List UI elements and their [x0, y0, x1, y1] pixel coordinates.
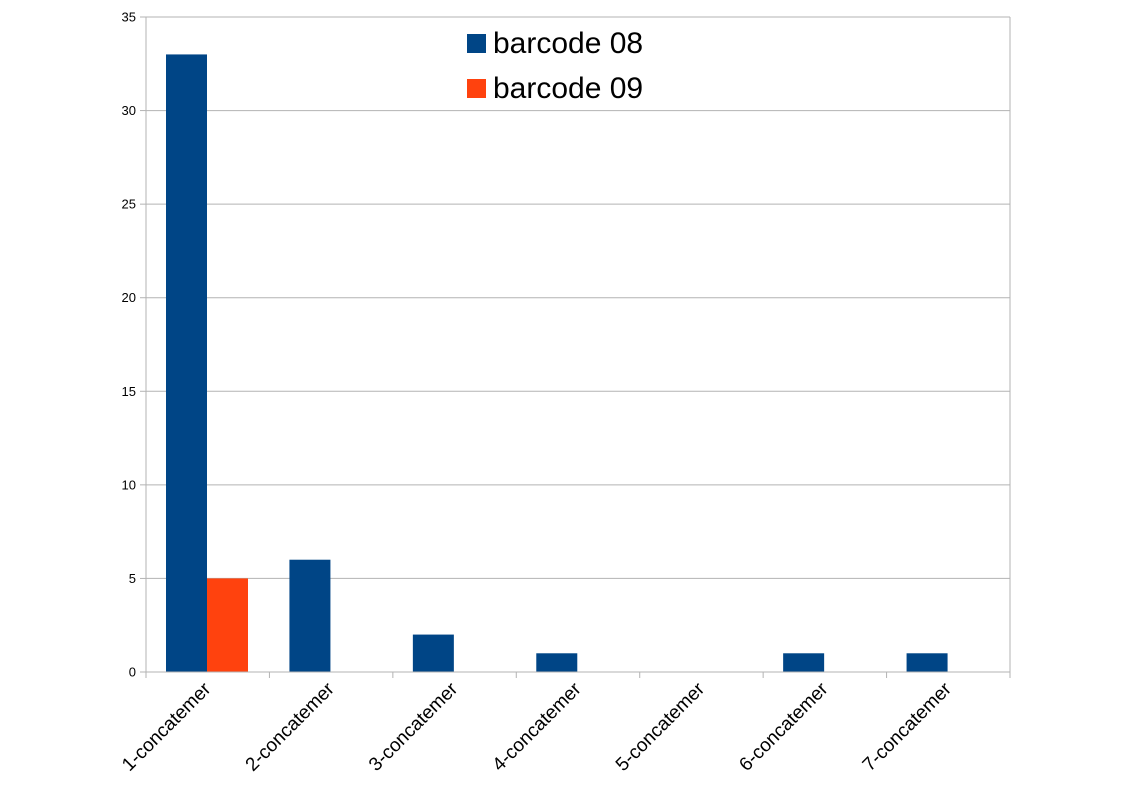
y-tick-label: 30	[122, 103, 136, 118]
y-tick-label: 10	[122, 477, 136, 492]
legend: barcode 08 barcode 09	[467, 27, 643, 105]
y-axis-tick-labels: 0 5 10 15 20 25 30 35	[122, 10, 136, 680]
y-tick-label: 15	[122, 384, 136, 399]
bar-barcode-08-3-concatemer	[412, 634, 454, 672]
bar-barcode-08-6-concatemer	[783, 653, 825, 672]
bar-barcode-08-1-concatemer	[166, 54, 207, 672]
bar-barcode-09-1-concatemer	[207, 578, 248, 672]
bars	[166, 54, 948, 672]
y-tick-label: 25	[122, 197, 136, 212]
grid-lines	[146, 16, 1010, 579]
axes	[140, 16, 1011, 678]
y-tick-label: 20	[122, 290, 136, 305]
x-category-label: 1-concatemer	[118, 678, 215, 775]
legend-label: barcode 09	[493, 72, 643, 105]
x-category-label: 5-concatemer	[612, 678, 709, 775]
legend-swatch	[467, 34, 486, 53]
x-category-label: 6-concatemer	[735, 678, 832, 775]
legend-label: barcode 08	[493, 27, 643, 60]
x-category-label: 2-concatemer	[242, 678, 339, 775]
x-category-label: 7-concatemer	[859, 678, 956, 775]
bar-barcode-08-4-concatemer	[536, 653, 578, 672]
y-tick-label: 0	[129, 665, 136, 680]
bar-barcode-08-7-concatemer	[906, 653, 948, 672]
x-axis-category-labels: 1-concatemer 2-concatemer 3-concatemer 4-co…	[118, 678, 956, 775]
bar-barcode-08-2-concatemer	[289, 559, 331, 672]
x-category-label: 3-concatemer	[365, 678, 462, 775]
x-category-label: 4-concatemer	[489, 678, 586, 775]
y-tick-label: 5	[129, 571, 136, 586]
y-tick-label: 35	[122, 10, 136, 25]
legend-swatch	[467, 79, 486, 98]
